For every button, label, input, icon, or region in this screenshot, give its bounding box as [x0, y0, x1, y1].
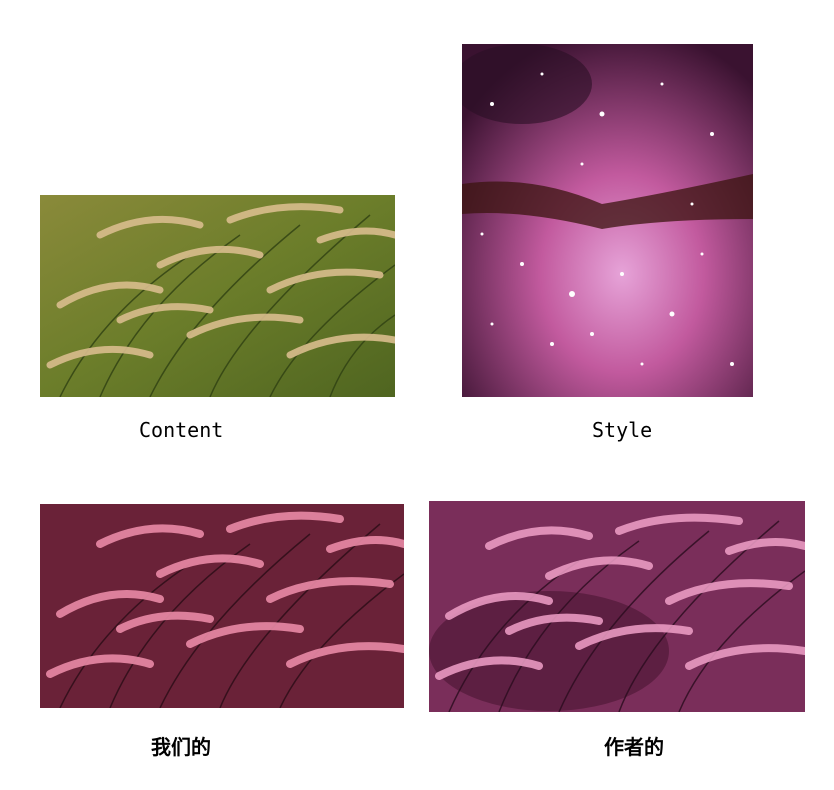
- ours-result-image: [40, 504, 404, 708]
- author-caption: 作者的: [604, 735, 664, 759]
- author-result-image: [429, 501, 805, 712]
- style-image: [462, 44, 753, 397]
- style-caption: Style: [592, 418, 653, 442]
- content-image: [40, 195, 395, 397]
- ours-caption: 我们的: [151, 735, 211, 759]
- content-caption: Content: [139, 418, 224, 442]
